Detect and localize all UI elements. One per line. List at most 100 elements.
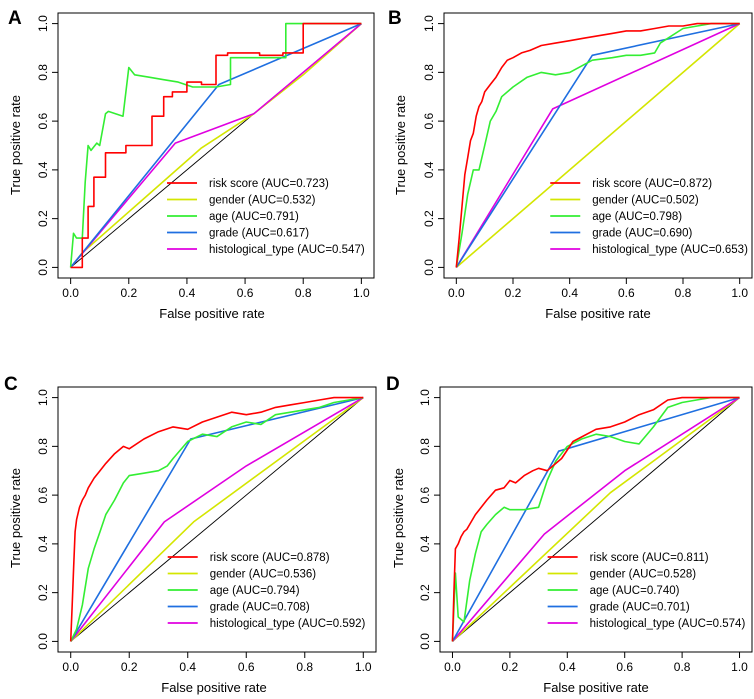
x-axis-title: False positive rate	[545, 306, 651, 321]
x-tick-label: 1.0	[353, 286, 370, 300]
panel-c: C False positive rate True positive rate…	[4, 374, 377, 695]
y-axis-title: True positive rate	[391, 468, 406, 568]
legend-label: gender (AUC=0.502)	[592, 195, 699, 207]
x-tick-label: 0.6	[618, 286, 635, 300]
panel-letter: D	[386, 374, 400, 395]
legend-label: histological_type (AUC=0.592)	[210, 618, 366, 630]
roc-series-line	[455, 22, 741, 269]
legend-label: risk score (AUC=0.878)	[210, 552, 330, 564]
y-tick-label: 0.8	[418, 438, 432, 455]
y-axis-title: True positive rate	[393, 95, 408, 195]
panel-d: D False positive rate True positive rate…	[386, 374, 753, 695]
y-tick-label: 0.0	[36, 259, 50, 276]
y-tick-label: 0.8	[422, 64, 436, 81]
x-tick-label: 0.2	[502, 660, 519, 674]
roc-series-line	[455, 22, 740, 268]
y-tick-label: 1.0	[418, 389, 432, 406]
y-axis-title: True positive rate	[8, 468, 23, 568]
roc-series-line	[451, 396, 740, 642]
roc-series-line	[451, 396, 740, 642]
legend-label: age (AUC=0.740)	[590, 585, 680, 597]
panel-a: A False positive rate True positive rate…	[8, 8, 375, 321]
x-tick-label: 0.6	[237, 286, 254, 300]
roc-series-line	[455, 22, 740, 268]
y-tick-label: 0.0	[422, 259, 436, 276]
x-tick-label: 1.0	[355, 660, 372, 674]
roc-series-line	[451, 396, 740, 642]
y-tick-label: 1.0	[36, 15, 50, 32]
plot-frame	[439, 386, 753, 653]
panel-letter: C	[4, 374, 18, 395]
roc-series-line	[69, 22, 362, 268]
legend-label: histological_type (AUC=0.547)	[209, 244, 365, 256]
panel-b: B False positive rate True positive rate…	[388, 8, 753, 321]
legend-label: gender (AUC=0.532)	[209, 195, 316, 207]
legend-label: risk score (AUC=0.811)	[590, 552, 709, 564]
x-tick-label: 0.2	[505, 286, 522, 300]
x-tick-label: 1.0	[731, 660, 748, 674]
legend-label: age (AUC=0.791)	[209, 211, 299, 223]
x-tick-label: 1.0	[731, 286, 748, 300]
x-tick-label: 0.8	[675, 286, 692, 300]
x-tick-label: 0.6	[616, 660, 633, 674]
roc-series-line	[70, 22, 362, 269]
legend-label: grade (AUC=0.701)	[590, 602, 690, 614]
y-tick-label: 0.2	[36, 210, 50, 227]
legend-label: histological_type (AUC=0.653)	[592, 244, 748, 256]
y-tick-label: 0.8	[36, 438, 50, 455]
roc-series-line	[69, 396, 364, 642]
y-tick-label: 0.2	[418, 584, 432, 601]
roc-series-line	[69, 22, 362, 268]
x-axis-title: False positive rate	[543, 680, 649, 695]
roc-series-line	[455, 22, 740, 268]
y-tick-label: 0.6	[36, 486, 50, 503]
legend-label: grade (AUC=0.690)	[592, 228, 692, 240]
y-tick-label: 0.6	[422, 112, 436, 129]
legend-label: age (AUC=0.794)	[210, 585, 300, 597]
diagonal-reference-line	[452, 397, 740, 642]
roc-series-line	[70, 396, 364, 642]
y-axis-title: True positive rate	[8, 95, 23, 195]
plot-frame	[57, 386, 377, 653]
roc-series-line	[69, 22, 362, 268]
roc-series-line	[455, 22, 741, 268]
x-tick-label: 0.4	[179, 286, 196, 300]
x-tick-label: 0.8	[295, 286, 312, 300]
legend-label: grade (AUC=0.617)	[209, 228, 309, 240]
y-tick-label: 0.0	[418, 633, 432, 650]
legend-label: histological_type (AUC=0.574)	[590, 618, 746, 630]
roc-series-line	[451, 396, 740, 642]
y-tick-label: 0.4	[36, 535, 50, 552]
x-tick-label: 0.2	[120, 286, 137, 300]
roc-series-line	[451, 396, 740, 642]
x-tick-label: 0.8	[296, 660, 313, 674]
x-tick-label: 0.6	[238, 660, 255, 674]
x-tick-label: 0.8	[674, 660, 691, 674]
y-tick-label: 0.8	[36, 64, 50, 81]
x-tick-label: 0.0	[448, 286, 465, 300]
x-tick-label: 0.2	[121, 660, 138, 674]
x-tick-label: 0.4	[561, 286, 578, 300]
x-axis-title: False positive rate	[159, 306, 265, 321]
y-tick-label: 0.6	[418, 486, 432, 503]
x-tick-label: 0.0	[62, 660, 79, 674]
legend-label: risk score (AUC=0.723)	[209, 178, 329, 190]
panel-letter: B	[388, 8, 402, 29]
x-tick-label: 0.0	[444, 660, 461, 674]
legend-label: grade (AUC=0.708)	[210, 602, 310, 614]
y-tick-label: 0.6	[36, 112, 50, 129]
y-tick-label: 0.4	[422, 161, 436, 178]
roc-series-line	[69, 396, 364, 642]
y-tick-label: 1.0	[36, 389, 50, 406]
x-tick-label: 0.0	[62, 286, 79, 300]
x-tick-label: 0.4	[559, 660, 576, 674]
plot-frame	[443, 12, 753, 279]
diagonal-reference-line	[70, 397, 364, 642]
y-tick-label: 0.0	[36, 633, 50, 650]
roc-series-line	[70, 396, 364, 642]
y-tick-label: 0.2	[422, 210, 436, 227]
legend-label: age (AUC=0.798)	[592, 211, 682, 223]
y-tick-label: 0.2	[36, 584, 50, 601]
y-tick-label: 0.4	[418, 535, 432, 552]
